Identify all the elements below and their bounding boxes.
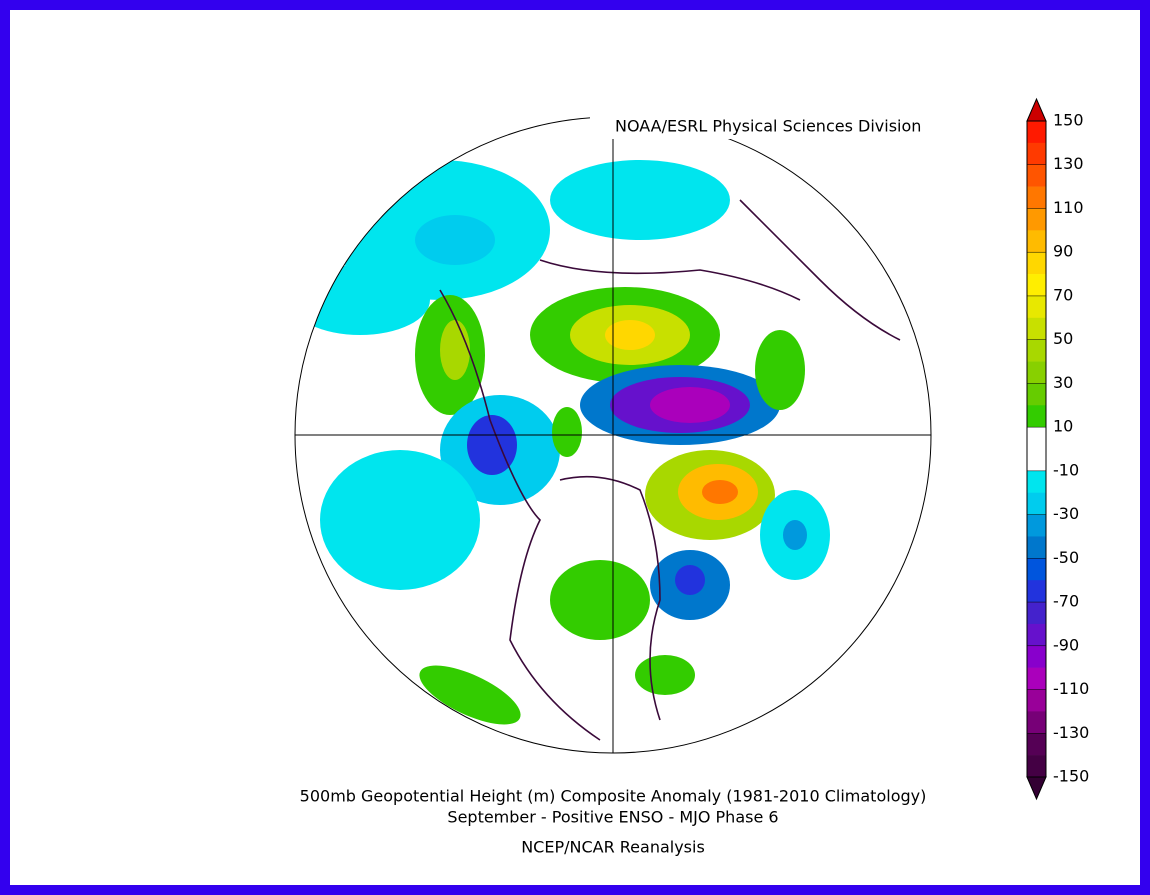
colorbar-bin bbox=[1027, 580, 1046, 603]
colorbar-bin bbox=[1027, 317, 1046, 340]
colorbar-bin bbox=[1027, 339, 1046, 362]
colorbar-bin bbox=[1027, 361, 1046, 384]
anomaly-region bbox=[467, 415, 517, 475]
anomaly-region bbox=[550, 160, 730, 240]
anomaly-region bbox=[415, 215, 495, 265]
colorbar-tick-label: -130 bbox=[1053, 723, 1089, 742]
anomaly-region bbox=[320, 450, 480, 590]
colorbar-bin bbox=[1027, 274, 1046, 297]
colorbar-tick-label: 110 bbox=[1053, 198, 1084, 217]
colorbar-tick-label: 50 bbox=[1053, 329, 1073, 348]
caption-source: NCEP/NCAR Reanalysis bbox=[521, 838, 705, 857]
colorbar-tick-label: 30 bbox=[1053, 373, 1073, 392]
caption-title: 500mb Geopotential Height (m) Composite … bbox=[300, 787, 927, 806]
colorbar-bin bbox=[1027, 733, 1046, 756]
colorbar-bin bbox=[1027, 427, 1046, 450]
colorbar-tick-label: -70 bbox=[1053, 592, 1079, 611]
colorbar-bin bbox=[1027, 711, 1046, 734]
colorbar-tick-label: 90 bbox=[1053, 242, 1073, 261]
anomaly-region bbox=[550, 560, 650, 640]
colorbar-bin bbox=[1027, 142, 1046, 166]
colorbar-tick-label: -90 bbox=[1053, 635, 1079, 654]
anomaly-region bbox=[635, 655, 695, 695]
colorbar-bin bbox=[1027, 164, 1046, 187]
colorbar-tick-label: 130 bbox=[1053, 154, 1084, 173]
colorbar-bin bbox=[1027, 470, 1046, 494]
colorbar-tick-label: -50 bbox=[1053, 548, 1079, 567]
anomaly-region bbox=[605, 320, 655, 350]
colorbar-bin bbox=[1027, 645, 1046, 668]
colorbar-bin bbox=[1027, 492, 1046, 515]
colorbar-tick-label: 70 bbox=[1053, 285, 1073, 304]
colorbar-bin bbox=[1027, 602, 1046, 625]
credit: NOAA/ESRL Physical Sciences Division bbox=[615, 117, 921, 136]
colorbar-bin bbox=[1027, 755, 1046, 778]
colorbar-bin bbox=[1027, 186, 1046, 209]
colorbar-bin bbox=[1027, 667, 1046, 690]
anomaly-region bbox=[440, 320, 470, 380]
colorbar-bin bbox=[1027, 558, 1046, 581]
colorbar-tick-label: -30 bbox=[1053, 504, 1079, 523]
colorbar-bin bbox=[1027, 121, 1046, 144]
anomaly-region bbox=[755, 330, 805, 410]
colorbar-bin bbox=[1027, 208, 1046, 231]
colorbar-bin bbox=[1027, 295, 1046, 319]
caption-subtitle: September - Positive ENSO - MJO Phase 6 bbox=[447, 808, 778, 827]
credit-box bbox=[590, 115, 935, 139]
colorbar: 150 130 110 90 70 50 30 10 -10 -30 -50 -70 -90 -110 -1… bbox=[1026, 97, 1089, 801]
colorbar-tick-label: -150 bbox=[1053, 767, 1089, 786]
colorbar-bin bbox=[1027, 449, 1046, 472]
colorbar-bin bbox=[1027, 536, 1046, 559]
colorbar-tick-label: 10 bbox=[1053, 417, 1073, 436]
colorbar-bin bbox=[1027, 230, 1046, 253]
colorbar-bin bbox=[1027, 252, 1046, 275]
colorbar-bin bbox=[1027, 514, 1046, 537]
colorbar-bin bbox=[1027, 623, 1046, 647]
colorbar-bin bbox=[1027, 689, 1046, 712]
colorbar-tick-label: 150 bbox=[1053, 111, 1084, 130]
anomaly-region bbox=[702, 480, 738, 504]
anomaly-region bbox=[675, 565, 705, 595]
colorbar-bin bbox=[1027, 383, 1046, 406]
colorbar-bin bbox=[1027, 405, 1046, 428]
anomaly-region bbox=[783, 520, 807, 550]
colorbar-tick-label: -110 bbox=[1053, 679, 1089, 698]
anomaly-region bbox=[552, 407, 582, 457]
anomaly-region bbox=[419, 665, 521, 725]
anomaly-region bbox=[650, 387, 730, 423]
coastline bbox=[439, 199, 901, 741]
colorbar-tick-label: -10 bbox=[1053, 460, 1079, 479]
